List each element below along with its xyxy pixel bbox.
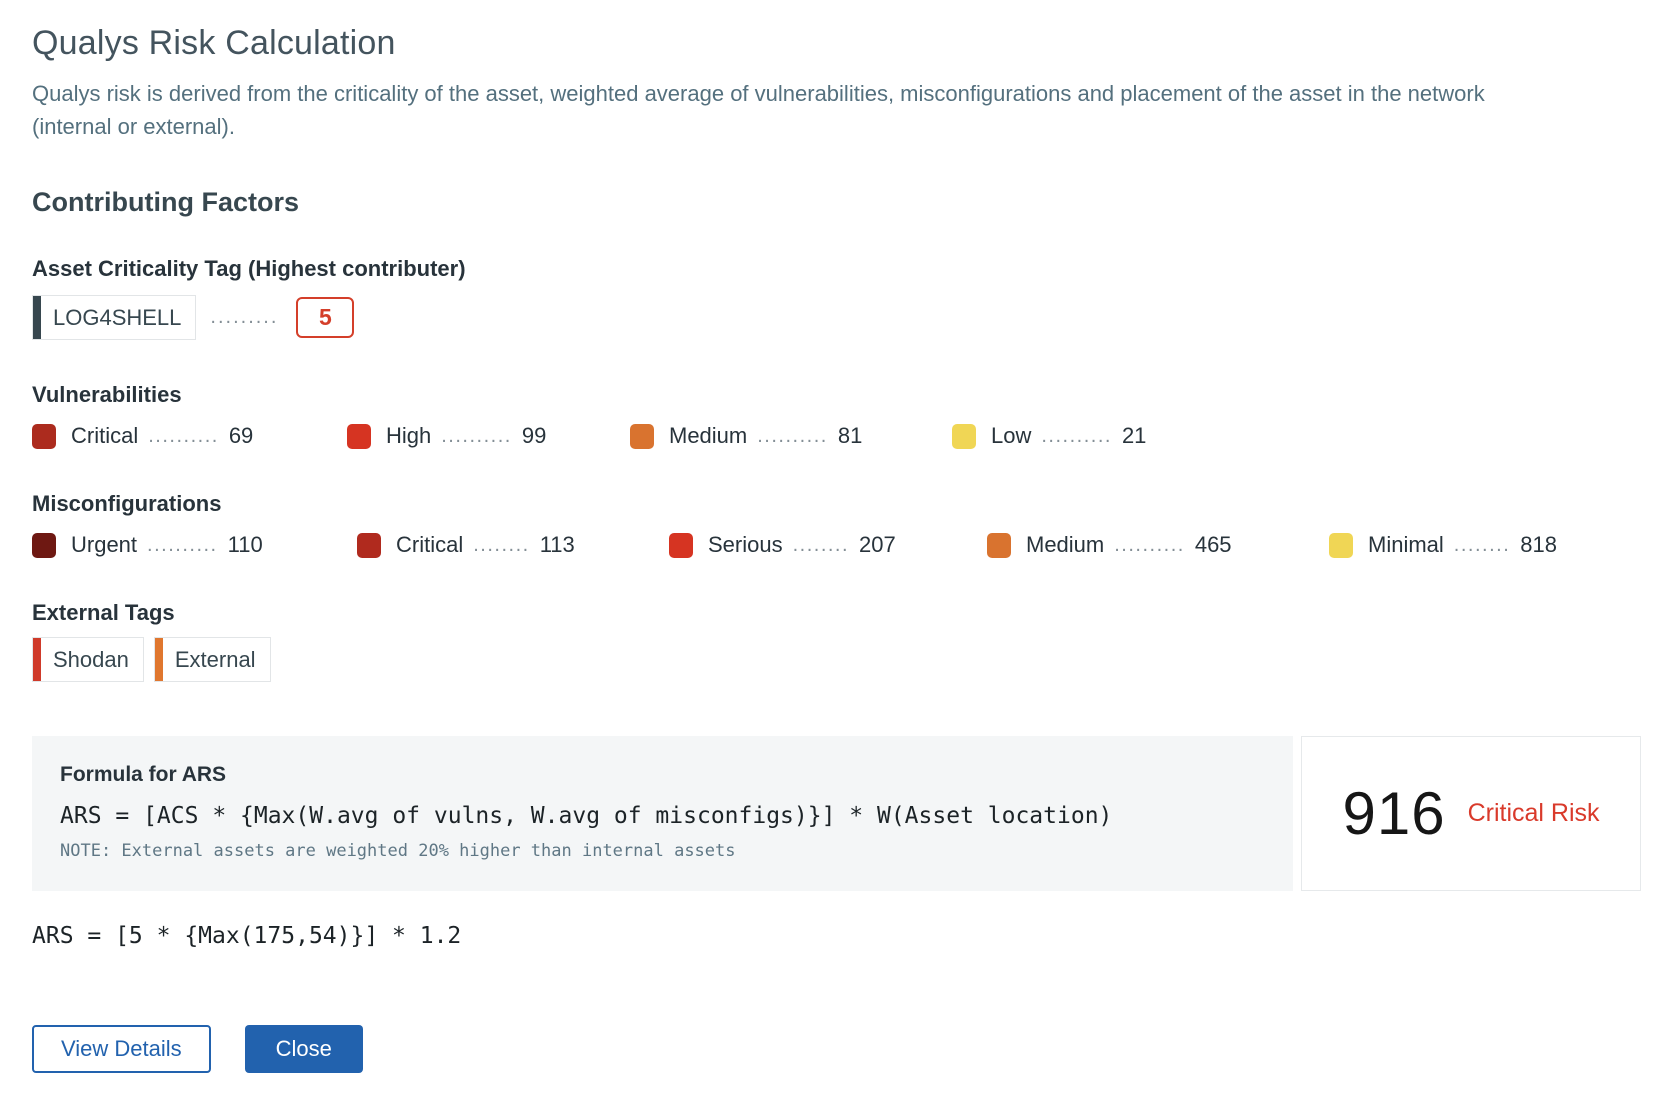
legend-item-misconfig-critical: Critical ........ 113 (357, 532, 669, 558)
misconfig-serious-count: 207 (859, 532, 896, 557)
misconfig-minimal-count: 818 (1520, 532, 1557, 557)
asset-criticality-heading: Asset Criticality Tag (Highest contribut… (32, 256, 466, 281)
page-title: Qualys Risk Calculation (32, 24, 396, 62)
severity-swatch-minimal (1329, 532, 1353, 558)
legend-item-vuln-high: High .......... 99 (347, 423, 630, 449)
dotted-leader: ........ (1453, 533, 1511, 556)
legend-item-misconfig-medium: Medium .......... 465 (987, 532, 1329, 558)
legend-item-vuln-medium: Medium .......... 81 (630, 423, 952, 449)
asset-criticality-row: LOG4SHELL ......... 5 (32, 295, 1641, 340)
formula-section: Formula for ARS ARS = [ACS * {Max(W.avg … (32, 736, 1641, 891)
asset-criticality-tag: LOG4SHELL (32, 295, 197, 340)
formula-heading: Formula for ARS (60, 763, 227, 786)
vuln-low-count: 21 (1121, 423, 1147, 448)
legend-item-misconfig-minimal: Minimal ........ 818 (1329, 532, 1641, 558)
vuln-critical-count: 69 (228, 423, 254, 448)
severity-swatch-medium (987, 532, 1011, 558)
dotted-leader: .......... (1041, 424, 1112, 447)
formula-note: NOTE: External assets are weighted 20% h… (60, 841, 736, 861)
misconfigurations-legend: Urgent .......... 110 Critical ........ … (32, 532, 1641, 558)
legend-item-vuln-critical: Critical .......... 69 (32, 423, 347, 449)
dotted-leader: .......... (148, 424, 219, 447)
external-tag-external: External (153, 637, 271, 682)
severity-swatch-critical (357, 532, 381, 558)
dotted-leader: ......... (210, 306, 279, 328)
dotted-leader: .......... (1114, 533, 1185, 556)
tag-label: External (174, 646, 256, 672)
dotted-leader: ........ (473, 533, 530, 556)
view-details-button[interactable]: View Details (32, 1025, 211, 1073)
risk-score-box: 916 Critical Risk (1301, 736, 1641, 891)
contributing-factors-heading: Contributing Factors (32, 187, 299, 217)
severity-swatch-low (952, 423, 976, 449)
misconfig-medium-count: 465 (1194, 532, 1232, 557)
tag-color-bar (33, 638, 41, 681)
close-button[interactable]: Close (244, 1025, 363, 1073)
dotted-leader: ........ (792, 533, 850, 556)
dotted-leader: .......... (441, 424, 512, 447)
qualys-risk-dialog: Qualys Risk Calculation Qualys risk is d… (32, 24, 1641, 1073)
dotted-leader: .......... (147, 533, 218, 556)
tag-color-bar (33, 296, 41, 339)
risk-score-value: 916 (1342, 780, 1446, 847)
misconfigurations-heading: Misconfigurations (32, 491, 222, 516)
legend-item-misconfig-serious: Serious ........ 207 (669, 532, 987, 558)
external-tags-row: Shodan External (32, 637, 1641, 682)
vulnerabilities-legend: Critical .......... 69 High .......... 9… (32, 423, 1641, 449)
dialog-actions: View Details Close (32, 1025, 1641, 1073)
formula-expression: ARS = [ACS * {Max(W.avg of vulns, W.avg … (60, 803, 1113, 829)
dotted-leader: .......... (757, 424, 828, 447)
severity-swatch-critical (32, 423, 56, 449)
vuln-high-count: 99 (521, 423, 547, 448)
external-tags-heading: External Tags (32, 600, 175, 625)
tag-label: LOG4SHELL (53, 304, 182, 330)
risk-score-label: Critical Risk (1467, 799, 1600, 827)
calculated-expression: ARS = [5 * {Max(175,54)}] * 1.2 (32, 923, 462, 949)
formula-box: Formula for ARS ARS = [ACS * {Max(W.avg … (32, 736, 1293, 891)
vulnerabilities-heading: Vulnerabilities (32, 382, 182, 407)
legend-item-misconfig-urgent: Urgent .......... 110 (32, 532, 357, 558)
external-tag-shodan: Shodan (32, 637, 144, 682)
tag-color-bar (154, 638, 163, 681)
tag-label: Shodan (53, 646, 129, 672)
severity-swatch-serious (669, 532, 693, 558)
severity-swatch-urgent (32, 532, 56, 558)
misconfig-urgent-count: 110 (227, 532, 263, 557)
misconfig-critical-count: 113 (539, 532, 575, 557)
page-subtitle: Qualys risk is derived from the critical… (32, 81, 1485, 139)
asset-criticality-score: 5 (296, 297, 355, 338)
vuln-medium-count: 81 (837, 423, 863, 448)
legend-item-vuln-low: Low .......... 21 (952, 423, 1641, 449)
severity-swatch-high (347, 423, 371, 449)
severity-swatch-medium (630, 423, 654, 449)
